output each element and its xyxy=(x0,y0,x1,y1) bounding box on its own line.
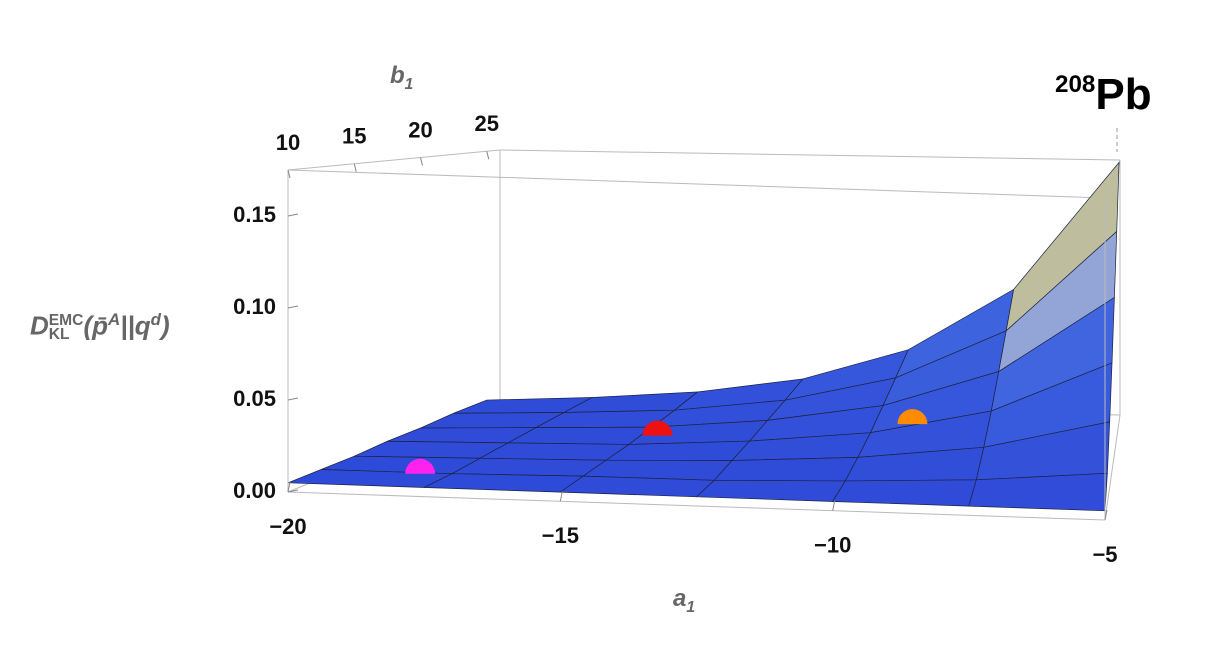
y-tick xyxy=(287,169,291,179)
box-edge xyxy=(1104,414,1121,521)
z-label-close: ) xyxy=(160,310,170,341)
surface-patch xyxy=(968,472,1108,512)
z-tick-label: 0.05 xyxy=(233,386,276,411)
z-axis-label: DEMC KL (p̄A||qd) xyxy=(30,310,170,342)
y-tick-label: 15 xyxy=(342,124,366,149)
x-tick xyxy=(1104,509,1108,521)
y-tick xyxy=(486,151,490,160)
surface-patch xyxy=(424,473,585,493)
z-label-p-sup: A xyxy=(108,310,121,329)
x-label-sub: 1 xyxy=(686,598,696,616)
x-tick xyxy=(559,491,563,502)
z-label-q-sup: d xyxy=(150,310,161,329)
z-tick xyxy=(287,489,299,493)
box-edge xyxy=(287,169,1106,199)
z-label-p: p̄ xyxy=(92,310,108,341)
box-edge xyxy=(287,491,1106,521)
data-point xyxy=(642,420,673,436)
x-tick-label: −20 xyxy=(269,514,306,539)
z-label-q: q xyxy=(134,310,151,341)
z-label-open: ( xyxy=(83,310,93,341)
y-tick-label: 10 xyxy=(276,130,300,155)
data-point xyxy=(405,458,436,474)
y-tick xyxy=(353,163,357,172)
y-tick-label: 20 xyxy=(408,117,432,142)
z-label-sub: KL xyxy=(48,325,70,343)
surface-patch xyxy=(713,456,859,482)
z-tick xyxy=(287,397,299,401)
z-tick-label: 0.00 xyxy=(233,478,276,503)
data-point xyxy=(897,409,928,425)
x-tick-label: −10 xyxy=(814,532,851,557)
x-tick-label: −5 xyxy=(1092,542,1117,567)
z-tick-label: 0.10 xyxy=(233,294,276,319)
x-tick-label: −15 xyxy=(542,523,579,548)
y-label-base: b xyxy=(390,62,405,89)
x-axis-label: a1 xyxy=(673,585,695,617)
z-tick-label: 0.15 xyxy=(233,202,276,227)
x-tick xyxy=(832,500,836,511)
surface-patch xyxy=(450,457,608,477)
z-label-sup: EMC xyxy=(48,311,84,329)
box-edge xyxy=(499,149,1121,161)
x-tick xyxy=(287,481,291,493)
z-tick xyxy=(287,305,299,309)
annotation: 208Pb xyxy=(1055,70,1152,120)
surface-patch xyxy=(832,479,977,507)
z-label-base: D xyxy=(30,310,49,341)
z-tick xyxy=(287,213,299,217)
y-tick xyxy=(420,157,423,166)
annotation-sup: 208 xyxy=(1055,71,1096,99)
surface-patch xyxy=(695,479,846,502)
box-edge xyxy=(287,149,501,171)
annotation-text: Pb xyxy=(1095,70,1152,119)
x-label-base: a xyxy=(673,585,687,612)
z-label-sep: || xyxy=(120,310,135,341)
y-axis-label: b1 xyxy=(390,62,413,94)
y-label-sub: 1 xyxy=(404,75,414,93)
y-tick-label: 25 xyxy=(475,111,499,136)
